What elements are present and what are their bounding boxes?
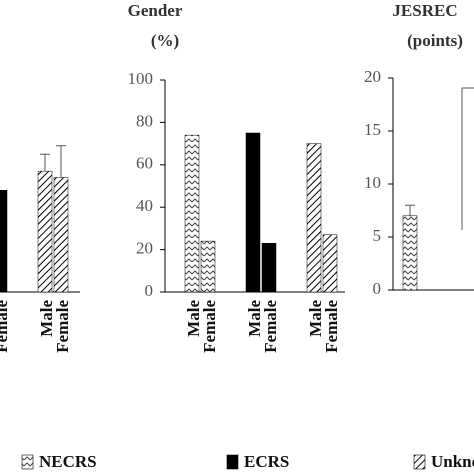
bar: [200, 240, 216, 293]
bar: [306, 143, 322, 293]
x-tick-label: Male: [245, 300, 264, 337]
bar: [322, 234, 338, 293]
legend-label: ECRS: [244, 452, 289, 471]
y-tick-label: 0: [145, 281, 154, 300]
y-tick-label: 0: [373, 279, 382, 298]
bar: [0, 189, 8, 293]
bar: [37, 170, 53, 293]
x-tick-label: Female: [0, 300, 11, 353]
x-tick-label: Female: [53, 300, 72, 353]
bar: [261, 242, 277, 293]
chart-subtitle: (%): [151, 31, 179, 50]
y-tick-label: 40: [136, 196, 153, 215]
legend-label: Unknown: [431, 452, 474, 471]
x-tick-label: Female: [200, 300, 219, 353]
x-tick-label: Female: [261, 300, 280, 353]
x-tick-label: Male: [306, 300, 325, 337]
chart-title: JESREC: [392, 1, 457, 20]
bar: [184, 134, 200, 293]
x-tick-label: Male: [37, 300, 56, 337]
x-tick-label: Female: [322, 300, 341, 353]
y-tick-label: 80: [136, 111, 153, 130]
y-tick-label: 20: [364, 67, 381, 86]
y-tick-label: 15: [364, 120, 381, 139]
x-tick-label: Male: [184, 300, 203, 337]
y-tick-label: 100: [128, 69, 154, 88]
bar: [402, 215, 418, 291]
legend-label: NECRS: [39, 452, 97, 471]
legend-swatch: [21, 454, 34, 470]
bar: [53, 177, 69, 293]
chart-subtitle: (points): [407, 31, 463, 50]
significance-bracket: [461, 87, 474, 230]
error-bar: [40, 153, 50, 172]
y-tick-label: 60: [136, 154, 153, 173]
y-tick-label: 20: [136, 239, 153, 258]
error-bar: [56, 145, 66, 178]
legend-swatch: [226, 454, 239, 470]
y-tick-label: 5: [373, 226, 382, 245]
y-tick-label: 10: [364, 173, 381, 192]
error-bar: [405, 204, 415, 216]
chart-title: Gender: [128, 1, 183, 20]
legend-swatch: [413, 454, 426, 470]
bar: [245, 132, 261, 293]
